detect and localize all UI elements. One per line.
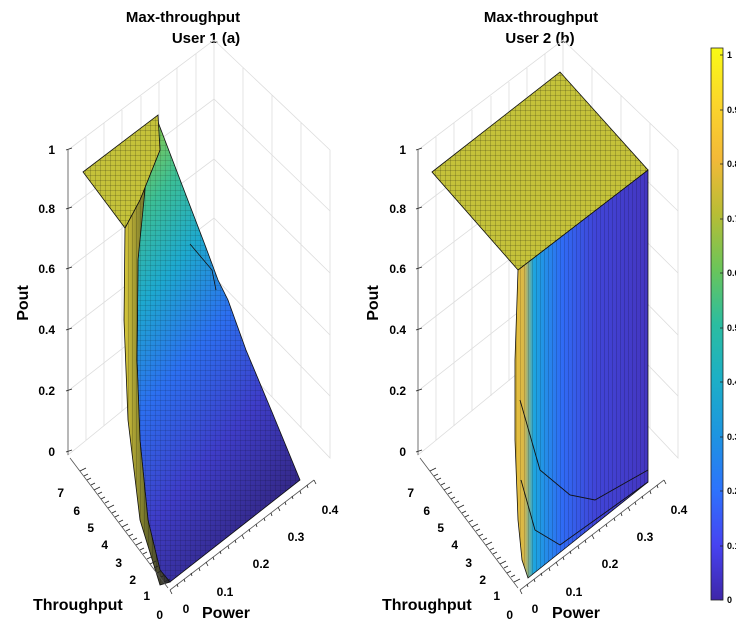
colorbar-tick-00: 0 <box>727 595 732 605</box>
colorbar-ticks <box>720 54 723 601</box>
panel-b-xtick-04: 0.4 <box>671 503 688 517</box>
panel-b-ztick-0: 0 <box>399 445 406 459</box>
panel-b-xtick-02: 0.2 <box>602 557 619 571</box>
panel-a-ztick-02: 0.2 <box>38 384 55 398</box>
panel-a-xlabel: Power <box>202 605 250 622</box>
panel-a-ytick-4: 4 <box>101 538 108 552</box>
panel-b-title-line2: User 2 (b) <box>505 30 574 47</box>
panel-b-x-axis: 0 0.1 0.2 0.3 0.4 Power <box>519 479 688 622</box>
panel-a-ytick-6: 6 <box>73 504 80 518</box>
colorbar-tick-01: 0.1 <box>727 541 736 551</box>
panel-a-ytick-7: 7 <box>57 486 64 500</box>
panel-b-ytick-1: 1 <box>493 589 500 603</box>
panel-b-ztick-08: 0.8 <box>389 202 406 216</box>
panel-b-ytick-4: 4 <box>451 538 458 552</box>
panel-a-ytick-0: 0 <box>156 608 163 622</box>
panel-b-ytick-7: 7 <box>407 486 414 500</box>
colorbar-tick-02: 0.2 <box>727 486 736 496</box>
panel-b-ztick-02: 0.2 <box>389 384 406 398</box>
panel-a-y-axis: 7 6 5 4 3 2 1 0 Throughput <box>33 457 171 622</box>
colorbar: 1 0.9 0.8 0.7 0.6 0.5 0.4 0.3 0.2 0.1 0 <box>710 47 736 605</box>
panel-a: Max-throughput User 1 (a) <box>15 9 339 622</box>
panel-a-zlabel: Pout <box>15 285 32 321</box>
panel-b-z-axis: 1 0.8 0.6 0.4 0.2 0 Pout <box>365 143 423 459</box>
panel-b: Max-throughput User 2 (b) 1 0.8 <box>365 9 688 622</box>
panel-a-ylabel: Throughput <box>33 597 123 614</box>
panel-a-ztick-0: 0 <box>48 445 55 459</box>
panel-b-ytick-0: 0 <box>506 608 513 622</box>
panel-a-ytick-2: 2 <box>129 573 136 587</box>
colorbar-tick-10: 1 <box>727 50 732 60</box>
panel-a-ztick-08: 0.8 <box>38 202 55 216</box>
panel-a-title-line1: Max-throughput <box>126 9 240 26</box>
colorbar-tick-04: 0.4 <box>727 377 736 387</box>
panel-b-surface <box>431 71 649 579</box>
panel-b-xtick-0: 0 <box>532 602 539 616</box>
panel-a-ytick-5: 5 <box>87 521 94 535</box>
panel-b-title-line1: Max-throughput <box>484 9 598 26</box>
panel-b-y-axis: 7 6 5 4 3 2 1 0 Throughput <box>382 457 521 622</box>
panel-a-x-axis: 0 0.1 0.2 0.3 0.4 Power <box>169 479 339 622</box>
panel-a-ztick-1: 1 <box>48 143 55 157</box>
colorbar-tick-05: 0.5 <box>727 323 736 333</box>
panel-b-xlabel: Power <box>552 605 600 622</box>
panel-b-xtick-01: 0.1 <box>566 585 583 599</box>
panel-a-xtick-02: 0.2 <box>253 557 270 571</box>
panel-b-ytick-5: 5 <box>437 521 444 535</box>
panel-a-xtick-04: 0.4 <box>322 503 339 517</box>
panel-a-xtick-03: 0.3 <box>288 530 305 544</box>
panel-b-ytick-3: 3 <box>465 556 472 570</box>
panel-b-ztick-06: 0.6 <box>389 262 406 276</box>
panel-b-ytick-2: 2 <box>479 573 486 587</box>
panel-a-ztick-04: 0.4 <box>38 323 55 337</box>
panel-b-ztick-1: 1 <box>399 143 406 157</box>
panel-a-xtick-0: 0 <box>183 602 190 616</box>
panel-a-title-line2: User 1 (a) <box>172 30 240 47</box>
colorbar-tick-03: 0.3 <box>727 432 736 442</box>
panel-b-ytick-6: 6 <box>423 504 430 518</box>
panel-a-z-axis: 1 0.8 0.6 0.4 0.2 0 Pout <box>15 143 73 459</box>
colorbar-tick-09: 0.9 <box>727 105 736 115</box>
panel-a-ytick-3: 3 <box>115 556 122 570</box>
panel-b-ztick-04: 0.4 <box>389 323 406 337</box>
panel-b-zlabel: Pout <box>365 285 382 321</box>
panel-a-ztick-06: 0.6 <box>38 262 55 276</box>
colorbar-tick-08: 0.8 <box>727 159 736 169</box>
colorbar-tick-07: 0.7 <box>727 214 736 224</box>
colorbar-gradient <box>710 47 724 601</box>
panel-a-ytick-1: 1 <box>143 589 150 603</box>
panel-b-ylabel: Throughput <box>382 597 472 614</box>
panel-b-xtick-03: 0.3 <box>637 530 654 544</box>
panel-a-xtick-01: 0.1 <box>217 585 234 599</box>
colorbar-tick-06: 0.6 <box>727 268 736 278</box>
panel-a-surface <box>82 114 301 586</box>
